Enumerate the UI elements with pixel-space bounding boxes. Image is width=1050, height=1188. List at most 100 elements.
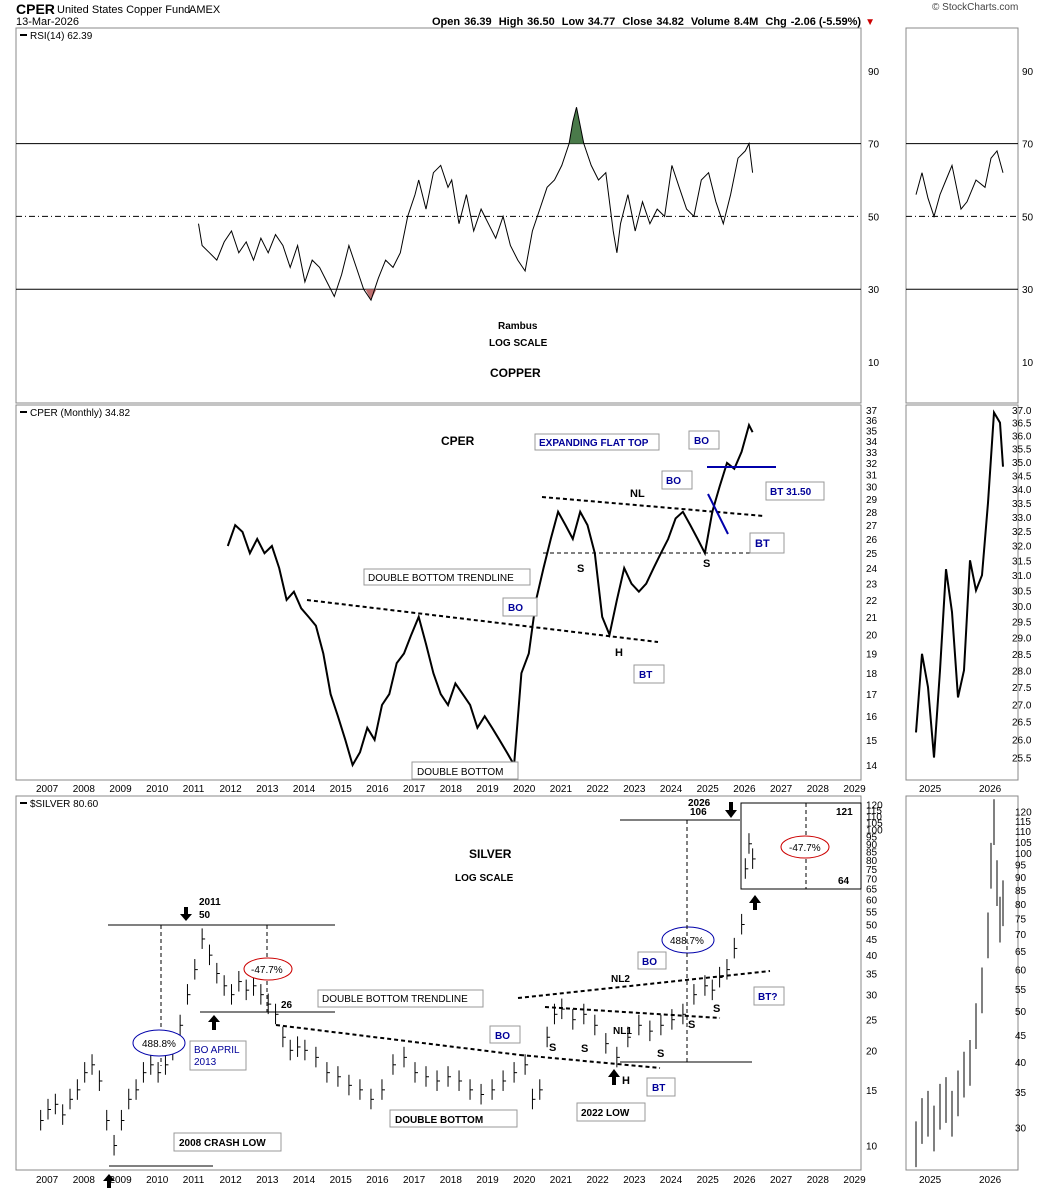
cper-daily-y-tick: 33.5 (1012, 499, 1032, 510)
silver-bo2: BO (642, 957, 657, 968)
silver-s2: S (581, 1043, 588, 1055)
silver-daily-y-tick: 75 (1015, 914, 1027, 925)
cper-daily-y-tick: 31.5 (1012, 556, 1032, 567)
silver-x-tick: 2018 (440, 1175, 463, 1186)
rsi-daily-tick: 90 (1022, 67, 1034, 78)
rsi-overbought-fill (569, 107, 584, 144)
cper-y-tick: 14 (866, 761, 878, 772)
quote-line: Open 36.39 High 36.50 Low 34.77 Close 34.82 … (432, 16, 879, 28)
nl1-line (544, 1006, 721, 1019)
cper-y-tick: 25 (866, 549, 878, 560)
silver-y-tick: 15 (866, 1086, 878, 1097)
cper-x-tick: 2015 (330, 784, 353, 795)
silver-bo2-callout (637, 951, 667, 970)
cper-x-tick: 2028 (807, 784, 830, 795)
cper-daily-y-tick: 31.0 (1012, 571, 1032, 582)
silver-x-axis: 2007 2008 2009 2010 2011 2012 2013 2014 2015 2016… (36, 1175, 866, 1186)
close-value: 34.82 (656, 16, 684, 28)
drop-box (740, 802, 862, 890)
cper-daily-y-tick: 26.5 (1012, 718, 1032, 729)
rsi-panel-frame (15, 27, 862, 404)
cper-daily-y-tick: 28.0 (1012, 666, 1032, 677)
cper-daily-x-tick: 2026 (979, 784, 1002, 795)
cper-bt2: BT (755, 538, 770, 550)
pct-oval-1 (132, 1029, 186, 1057)
rsi-tick: 10 (868, 358, 880, 369)
cper-y-tick: 21 (866, 613, 878, 624)
silver-daily-y-tick: 60 (1015, 965, 1027, 976)
silver-x-tick: 2007 (36, 1175, 59, 1186)
cper-x-tick: 2010 (146, 784, 169, 795)
silver-26: 26 (281, 1000, 293, 1011)
silver-daily-y-tick: 45 (1015, 1031, 1027, 1042)
log-scale-label: LOG SCALE (489, 338, 548, 349)
rsi-daily-tick: 30 (1022, 285, 1034, 296)
silver-x-tick: 2009 (109, 1175, 132, 1186)
silver-x-tick: 2017 (403, 1175, 426, 1186)
silver-x-tick: 2022 (587, 1175, 610, 1186)
silver-daily-y-tick: 85 (1015, 886, 1027, 897)
close-label: Close (622, 16, 653, 28)
silver-daily-y-tick: 40 (1015, 1058, 1027, 1069)
silver-50: 50 (199, 910, 211, 921)
silver-bo1: BO (495, 1031, 510, 1042)
cper-x-tick: 2023 (623, 784, 646, 795)
silver-log-label: LOG SCALE (455, 873, 514, 884)
silver-2011: 2011 (199, 897, 221, 908)
silver-daily-y-tick: 30 (1015, 1123, 1027, 1134)
silver-bt: BT (652, 1083, 665, 1094)
cper-legend: CPER (Monthly) 34.82 (30, 408, 130, 419)
cper-bo2: BO (666, 476, 681, 487)
rambus-label: Rambus (498, 321, 538, 332)
silver-64: 64 (838, 876, 850, 887)
cper-x-tick: 2029 (843, 784, 866, 795)
bo-april-line2: 2013 (194, 1057, 217, 1068)
cper-daily-y-tick: 34.0 (1012, 485, 1032, 496)
eft-callout (534, 433, 660, 451)
cper-y-tick: 23 (866, 580, 878, 591)
cper-s2: S (703, 558, 710, 570)
cper-daily-y-tick: 37.0 (1012, 406, 1032, 417)
up-arrow-2013-icon (208, 1015, 220, 1030)
silver-y-tick: 60 (866, 895, 878, 906)
silver-y-tick: 20 (866, 1046, 878, 1057)
silver-x-tick: 2016 (366, 1175, 389, 1186)
silver-bt-callout (646, 1077, 676, 1097)
silver-y-tick: 85 (866, 848, 878, 859)
silver-y-tick: 55 (866, 907, 878, 918)
open-value: 36.39 (464, 16, 492, 28)
neg-oval-1 (243, 957, 293, 981)
cper-daily-y-tick: 29.5 (1012, 618, 1032, 629)
cper-y-tick: 22 (866, 596, 878, 607)
high-value: 36.50 (527, 16, 555, 28)
silver-daily-price-line (915, 799, 1004, 1168)
cper-daily-y-tick: 32.5 (1012, 527, 1032, 538)
cper-y-tick: 37 (866, 406, 878, 417)
rsi-series (198, 107, 754, 302)
cper-dbt-label: DOUBLE BOTTOM TRENDLINE (368, 573, 514, 584)
silver-x-tick: 2026 (733, 1175, 756, 1186)
cper-bo1-callout (502, 597, 538, 617)
rsi-line (198, 107, 1004, 302)
cper-y-tick: 30 (866, 483, 878, 494)
eft-label: EXPANDING FLAT TOP (539, 438, 649, 449)
silver-y-tick: 70 (866, 874, 878, 885)
silver-daily-y-tick: 120 (1015, 807, 1032, 818)
pct-oval-2 (661, 926, 715, 954)
cper-y-tick: 27 (866, 521, 878, 532)
cper-daily-y-tick: 26.0 (1012, 736, 1032, 747)
cper-y-tick: 20 (866, 631, 878, 642)
silver-daily-y-tick: 95 (1015, 861, 1027, 872)
cper-y-tick: 28 (866, 508, 878, 519)
cper-x-tick: 2017 (403, 784, 426, 795)
cper-daily-y-tick: 27.0 (1012, 700, 1032, 711)
cper-x-tick: 2025 (697, 784, 720, 795)
cper-y-tick: 17 (866, 690, 878, 701)
silver-dbt-callout (317, 989, 484, 1008)
cper-x-axis: 2007 2008 2009 2010 2011 2012 2013 2014 2015 2016… (36, 784, 866, 795)
cper-daily-y-tick: 30.5 (1012, 586, 1032, 597)
silver-x-tick: 2019 (476, 1175, 499, 1186)
nl2-line (517, 970, 771, 999)
